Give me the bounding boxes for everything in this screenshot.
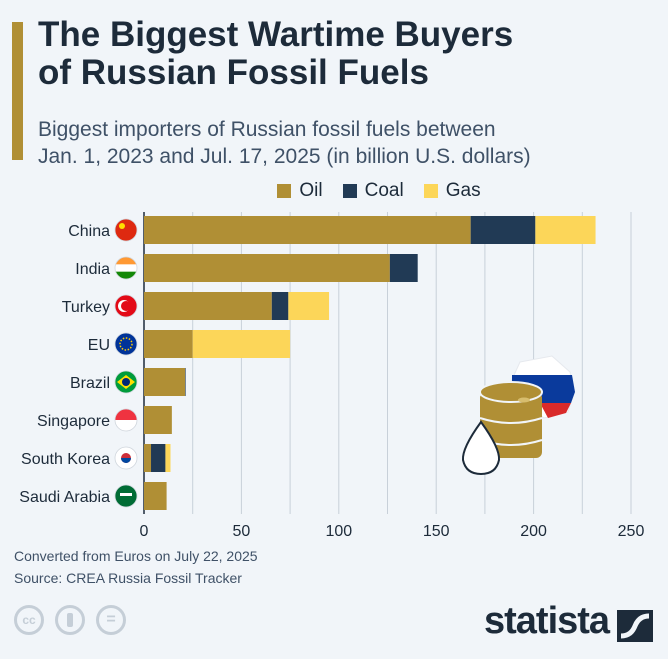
flag-border [114, 218, 138, 242]
subtitle-line-1: Biggest importers of Russian fossil fuel… [38, 118, 496, 141]
flag-stripe [115, 271, 137, 279]
flag-border [114, 294, 138, 318]
bar-oil [144, 368, 186, 396]
x-tick-label: 100 [325, 523, 352, 540]
flag-stripe [115, 420, 137, 431]
flag-border [114, 484, 138, 508]
oil-barrel-icon [480, 392, 542, 458]
chart-subtitle: Biggest importers of Russian fossil fuel… [38, 116, 531, 170]
oil-drop-icon [461, 420, 501, 476]
flag-body [115, 333, 137, 355]
footer-note: Converted from Euros on July 22, 2025 [14, 548, 258, 564]
bar-coal [389, 254, 418, 282]
flag-crescent-cut [121, 301, 131, 311]
category-label: Saudi Arabia [19, 489, 110, 506]
x-tick-label: 50 [233, 523, 251, 540]
legend-label: Gas [445, 180, 481, 201]
flag-star [119, 223, 125, 229]
flag-body [115, 371, 137, 393]
flag-stripe [115, 257, 137, 265]
category-label: EU [88, 337, 110, 354]
category-label: Singapore [37, 413, 110, 430]
bar-coal [185, 368, 186, 396]
flag-field [115, 333, 137, 355]
statista-logo-mark-icon [617, 610, 653, 642]
legend-label: Coal [364, 180, 404, 201]
footer-source: Source: CREA Russia Fossil Tracker [14, 570, 242, 586]
flag-body [115, 257, 137, 279]
flag-border [114, 370, 138, 394]
title-accent-bar [12, 22, 23, 160]
flag-icon [114, 218, 138, 242]
chart-title: The Biggest Wartime Buyers of Russian Fo… [38, 16, 513, 92]
legend-swatch-gas [423, 184, 438, 198]
flag-body [115, 409, 137, 431]
cc-icon[interactable]: cc [14, 605, 44, 635]
flag-icon [114, 332, 138, 356]
flag-taeguk-blue [121, 458, 131, 463]
nd-icon-text: = [106, 611, 116, 628]
bar-oil [144, 216, 471, 244]
flag-stripe [115, 409, 137, 421]
bar-gas [535, 216, 596, 244]
flag-border [114, 256, 138, 280]
legend-swatch-coal [342, 184, 357, 198]
x-tick-label: 150 [423, 523, 450, 540]
flag-icon [114, 256, 138, 280]
legend-item-oil: Oil [277, 180, 323, 202]
bar-coal [271, 292, 289, 320]
flag-icon [114, 446, 138, 470]
category-label: Brazil [70, 375, 110, 392]
bar-oil [144, 254, 390, 282]
legend: Oil Coal Gas [0, 180, 668, 202]
flag-body [115, 219, 137, 241]
flag-body [115, 295, 137, 317]
legend-item-gas: Gas [423, 180, 481, 202]
oil-barrel-russia-illustration [461, 355, 575, 476]
legend-label: Oil [299, 180, 323, 201]
x-tick-label: 200 [520, 523, 547, 540]
flag-body [115, 485, 137, 507]
flag-script [120, 493, 132, 496]
by-icon[interactable] [55, 605, 85, 635]
flag-border [114, 332, 138, 356]
flag-icon [114, 370, 138, 394]
flag-border [114, 408, 138, 432]
flag-icon [114, 294, 138, 318]
flag-icon [114, 484, 138, 508]
bar-gas [165, 444, 171, 472]
bar-gas [192, 330, 291, 358]
bar-oil [144, 330, 193, 358]
statista-logo[interactable]: statista [484, 600, 610, 642]
cc-icon-text: cc [22, 613, 36, 627]
bar-coal [470, 216, 536, 244]
bar-coal [151, 444, 166, 472]
title-line-1: The Biggest Wartime Buyers [38, 15, 514, 54]
category-label: India [75, 261, 110, 278]
flag-border [114, 446, 138, 470]
x-tick-label: 250 [618, 523, 645, 540]
bar-oil [144, 444, 152, 472]
bar-oil [144, 406, 172, 434]
title-line-2: of Russian Fossil Fuels [38, 53, 429, 92]
category-label: Turkey [62, 299, 110, 316]
flag-body [115, 447, 137, 469]
bar-gas [288, 292, 330, 320]
flag-stars-ring [119, 337, 133, 351]
flag-icon [114, 408, 138, 432]
bar-oil [144, 292, 272, 320]
flag-stripe [115, 264, 137, 273]
flag-globe [122, 378, 130, 386]
category-label: South Korea [21, 451, 110, 468]
legend-item-coal: Coal [342, 180, 404, 202]
bar-chart: China India Turkey EU Brazil Singapore South K… [19, 212, 645, 540]
nd-icon[interactable]: = [96, 605, 126, 635]
x-tick-label: 0 [140, 523, 149, 540]
subtitle-line-2: Jan. 1, 2023 and Jul. 17, 2025 (in billi… [38, 145, 531, 168]
bar-oil [144, 482, 167, 510]
legend-swatch-oil [277, 184, 292, 198]
person-glyph [67, 613, 73, 627]
category-label: China [68, 223, 110, 240]
